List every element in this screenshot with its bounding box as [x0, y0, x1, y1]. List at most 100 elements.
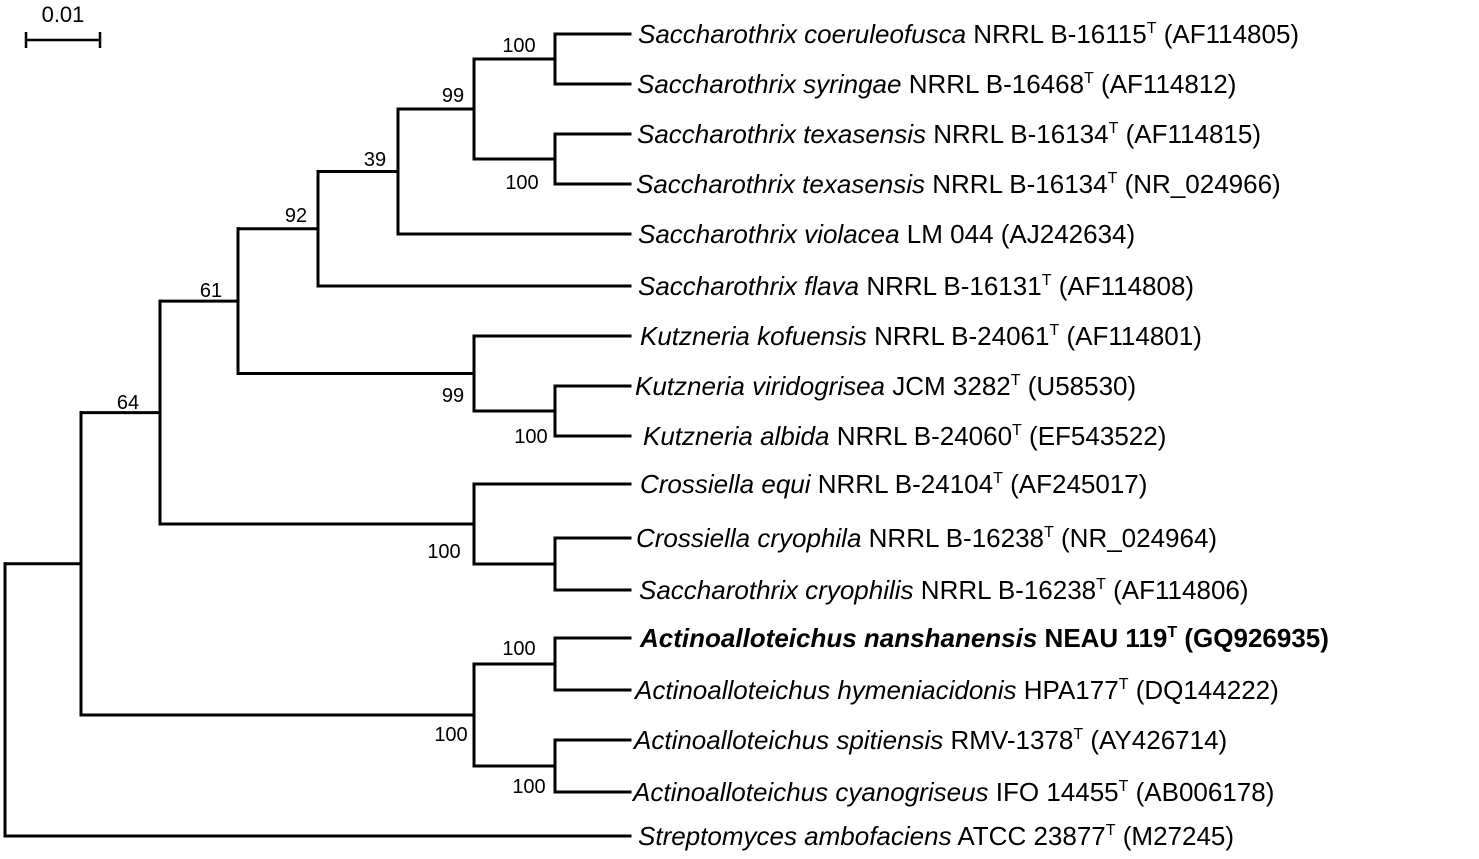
- strain-name: LM 044: [900, 219, 994, 249]
- accession-number: (AB006178): [1128, 777, 1274, 807]
- accession-number: (AF114815): [1118, 119, 1261, 149]
- bootstrap-value: 64: [117, 392, 139, 414]
- strain-name: RMV-1378: [943, 725, 1073, 755]
- species-name: Actinoalloteichus cyanogriseus: [631, 777, 989, 807]
- type-strain-marker: T: [993, 470, 1003, 487]
- bootstrap-value: 100: [434, 724, 467, 746]
- species-name: Saccharothrix flava: [638, 271, 859, 301]
- bootstrap-value: 100: [427, 541, 460, 563]
- accession-number: (GQ926935): [1177, 623, 1329, 653]
- bootstrap-labels: 100 99 100 39 92 61 99 100 64 100 100 100 100: [117, 35, 548, 798]
- type-strain-marker: T: [1119, 778, 1129, 795]
- strain-name: NRRL B-16115: [966, 19, 1147, 49]
- taxon-label: Saccharothrix violacea LM 044 (AJ242634): [638, 219, 1135, 249]
- type-strain-marker: T: [1049, 322, 1059, 339]
- type-strain-marker: T: [1109, 120, 1119, 137]
- taxon-label: Saccharothrix texasensis NRRL B-16134T (…: [636, 169, 1281, 199]
- strain-name: NRRL B-16468: [901, 69, 1084, 99]
- strain-name: NRRL B-16238: [861, 523, 1044, 553]
- scale-bar-label: 0.01: [42, 2, 85, 27]
- strain-name: NRRL B-16131: [859, 271, 1042, 301]
- type-strain-marker: T: [1012, 422, 1022, 439]
- taxon-label: Actinoalloteichus spitiensis RMV-1378T (…: [632, 725, 1227, 755]
- taxon-label: Kutzneria kofuensis NRRL B-24061T (AF114…: [640, 321, 1202, 351]
- strain-name: NRRL B-24060: [829, 421, 1012, 451]
- type-strain-marker: T: [1073, 726, 1083, 743]
- accession-number: (AF114806): [1106, 575, 1249, 605]
- taxon-label: Kutzneria albida NRRL B-24060T (EF543522…: [643, 421, 1166, 451]
- species-name: Kutzneria viridogrisea: [635, 371, 885, 401]
- bootstrap-value: 99: [442, 385, 464, 407]
- species-name: Kutzneria albida: [643, 421, 829, 451]
- strain-name: HPA177: [1017, 675, 1119, 705]
- bootstrap-value: 100: [502, 638, 535, 660]
- type-strain-marker: T: [1106, 822, 1116, 839]
- bootstrap-value: 100: [514, 426, 547, 448]
- species-name: Kutzneria kofuensis: [640, 321, 867, 351]
- accession-number: (AF114808): [1051, 271, 1194, 301]
- strain-name: NEAU 119: [1037, 623, 1167, 653]
- accession-number: (AF114801): [1059, 321, 1202, 351]
- taxon-label: Kutzneria viridogrisea JCM 3282T (U58530…: [635, 371, 1136, 401]
- bootstrap-value: 100: [502, 35, 535, 57]
- species-name: Saccharothrix texasensis: [637, 119, 926, 149]
- type-strain-marker: T: [1119, 676, 1129, 693]
- type-strain-marker: T: [1096, 576, 1106, 593]
- bootstrap-value: 61: [200, 280, 222, 302]
- tree-branches: [3, 32, 632, 838]
- bootstrap-value: 39: [364, 149, 386, 171]
- species-name: Saccharothrix texasensis: [636, 169, 925, 199]
- strain-name: NRRL B-16134: [926, 119, 1109, 149]
- taxon-label: Actinoalloteichus cyanogriseus IFO 14455…: [631, 777, 1274, 807]
- taxon-label: Crossiella cryophila NRRL B-16238T (NR_0…: [636, 523, 1217, 553]
- taxon-labels: Saccharothrix coeruleofusca NRRL B-16115…: [631, 19, 1329, 851]
- bootstrap-value: 100: [505, 172, 538, 194]
- taxon-label: Actinoalloteichus nanshanensis NEAU 119T…: [639, 623, 1329, 653]
- accession-number: (NR_024966): [1117, 169, 1280, 199]
- bootstrap-value: 100: [512, 776, 545, 798]
- species-name: Saccharothrix violacea: [638, 219, 900, 249]
- bootstrap-value: 92: [285, 205, 307, 227]
- taxon-label: Streptomyces ambofaciens ATCC 23877T (M2…: [638, 821, 1234, 851]
- species-name: Actinoalloteichus spitiensis: [632, 725, 943, 755]
- strain-name: JCM 3282: [885, 371, 1011, 401]
- accession-number: (NR_024964): [1054, 523, 1217, 553]
- taxon-label: Saccharothrix flava NRRL B-16131T (AF114…: [638, 271, 1194, 301]
- accession-number: (AJ242634): [994, 219, 1136, 249]
- taxon-label: Saccharothrix cryophilis NRRL B-16238T (…: [639, 575, 1249, 605]
- type-strain-marker: T: [1011, 372, 1021, 389]
- accession-number: (AY426714): [1083, 725, 1227, 755]
- type-strain-marker: T: [1167, 624, 1177, 641]
- strain-name: NRRL B-16134: [925, 169, 1108, 199]
- accession-number: (M27245): [1116, 821, 1235, 851]
- strain-name: IFO 14455: [989, 777, 1119, 807]
- accession-number: (AF114812): [1094, 69, 1237, 99]
- strain-name: NRRL B-16238: [914, 575, 1097, 605]
- type-strain-marker: T: [1042, 272, 1052, 289]
- taxon-label: Saccharothrix texasensis NRRL B-16134T (…: [637, 119, 1261, 149]
- accession-number: (AF114805): [1157, 19, 1300, 49]
- species-name: Saccharothrix coeruleofusca: [638, 19, 966, 49]
- type-strain-marker: T: [1147, 20, 1157, 37]
- species-name: Saccharothrix syringae: [637, 69, 901, 99]
- scale-bar: 0.01: [24, 2, 102, 48]
- species-name: Streptomyces ambofaciens: [638, 821, 952, 851]
- species-name: Crossiella equi: [640, 469, 812, 499]
- bootstrap-value: 99: [442, 85, 464, 107]
- taxon-label: Crossiella equi NRRL B-24104T (AF245017): [640, 469, 1147, 499]
- accession-number: (DQ144222): [1128, 675, 1278, 705]
- type-strain-marker: T: [1044, 524, 1054, 541]
- strain-name: NRRL B-24104: [811, 469, 994, 499]
- accession-number: (AF245017): [1003, 469, 1148, 499]
- type-strain-marker: T: [1084, 70, 1094, 87]
- type-strain-marker: T: [1108, 170, 1118, 187]
- accession-number: (EF543522): [1022, 421, 1167, 451]
- species-name: Actinoalloteichus nanshanensis: [639, 623, 1037, 653]
- species-name: Saccharothrix cryophilis: [639, 575, 914, 605]
- taxon-label: Actinoalloteichus hymeniacidonis HPA177T…: [633, 675, 1279, 705]
- taxon-label: Saccharothrix coeruleofusca NRRL B-16115…: [638, 19, 1299, 49]
- accession-number: (U58530): [1021, 371, 1137, 401]
- species-name: Actinoalloteichus hymeniacidonis: [633, 675, 1017, 705]
- taxon-label: Saccharothrix syringae NRRL B-16468T (AF…: [637, 69, 1236, 99]
